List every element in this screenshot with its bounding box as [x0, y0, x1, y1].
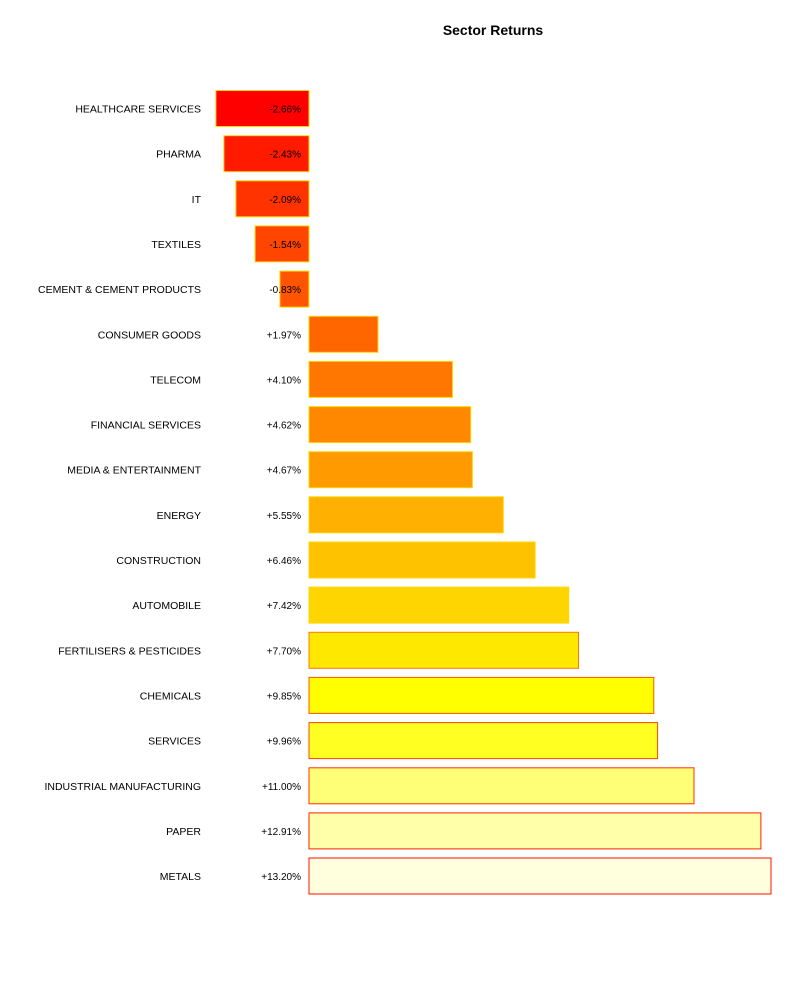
- bar-cement-cement-products: [279, 270, 310, 308]
- value-label: +4.10%: [267, 375, 301, 386]
- value-label: +4.62%: [267, 421, 301, 432]
- value-label: -1.54%: [269, 240, 301, 251]
- bar-chemicals: [308, 676, 655, 714]
- bar-automobile: [308, 586, 570, 624]
- category-labels-group: HEALTHCARE SERVICES PHARMA IT TEXTILES CEMEN…: [38, 104, 202, 884]
- bar-construction: [308, 541, 536, 579]
- value-label: -2.43%: [269, 150, 301, 161]
- value-label: +7.70%: [267, 646, 301, 657]
- category-label: CONSTRUCTION: [116, 555, 201, 567]
- bar-it: [235, 180, 310, 218]
- bar-paper: [308, 812, 762, 850]
- category-label: MEDIA & ENTERTAINMENT: [67, 465, 201, 477]
- chart-title: Sector Returns: [443, 22, 544, 38]
- value-label: +12.91%: [261, 827, 301, 838]
- bar-pharma: [223, 135, 310, 173]
- category-label: PHARMA: [156, 149, 201, 161]
- category-label: FERTILISERS & PESTICIDES: [58, 645, 201, 657]
- value-label: -0.83%: [269, 285, 301, 296]
- value-label: +1.97%: [267, 330, 301, 341]
- bar-energy: [308, 496, 504, 534]
- category-label: CHEMICALS: [140, 690, 201, 702]
- category-label: ENERGY: [157, 510, 201, 522]
- category-label: CONSUMER GOODS: [98, 329, 201, 341]
- bar-fertilisers-pesticides: [308, 631, 579, 669]
- bar-healthcare-services: [215, 90, 310, 127]
- category-label: PAPER: [166, 826, 201, 838]
- category-label: CEMENT & CEMENT PRODUCTS: [38, 284, 201, 296]
- value-label: -2.09%: [269, 195, 301, 206]
- value-label: +4.67%: [267, 466, 301, 477]
- bar-industrial-manufacturing: [308, 767, 695, 805]
- category-label: FINANCIAL SERVICES: [91, 420, 201, 432]
- bar-consumer-goods: [308, 315, 379, 353]
- category-label: METALS: [160, 871, 201, 883]
- bars-group: [215, 90, 772, 895]
- bar-media-entertainment: [308, 451, 473, 489]
- value-label: +9.85%: [267, 691, 301, 702]
- category-label: INDUSTRIAL MANUFACTURING: [44, 781, 201, 793]
- value-label: +7.42%: [267, 601, 301, 612]
- value-label: +9.96%: [267, 737, 301, 748]
- category-label: TEXTILES: [151, 239, 201, 251]
- bar-services: [308, 722, 659, 760]
- category-label: AUTOMOBILE: [132, 600, 201, 612]
- value-label: +6.46%: [267, 556, 301, 567]
- category-label: SERVICES: [148, 736, 201, 748]
- category-label: IT: [192, 194, 202, 206]
- value-label: +13.20%: [261, 872, 301, 883]
- value-label: +5.55%: [267, 511, 301, 522]
- category-label: HEALTHCARE SERVICES: [75, 104, 201, 116]
- bar-telecom: [308, 360, 453, 398]
- category-label: TELECOM: [150, 374, 201, 386]
- bar-textiles: [254, 225, 310, 263]
- value-labels-group: -2.66% -2.43% -2.09% -1.54% -0.83% +1.97% +4.1…: [261, 105, 301, 884]
- value-label: -2.66%: [269, 105, 301, 116]
- bar-metals: [308, 857, 772, 895]
- value-label: +11.00%: [262, 782, 301, 793]
- bar-financial-services: [308, 406, 472, 444]
